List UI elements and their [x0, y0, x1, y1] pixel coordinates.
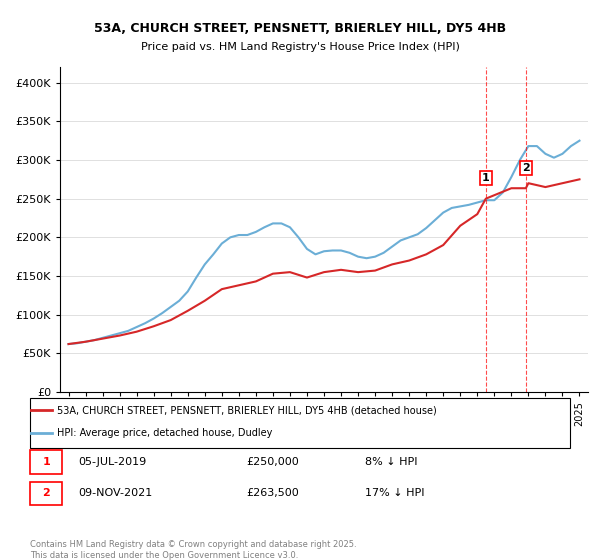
Text: 2: 2 [522, 163, 530, 173]
Text: 53A, CHURCH STREET, PENSNETT, BRIERLEY HILL, DY5 4HB: 53A, CHURCH STREET, PENSNETT, BRIERLEY H… [94, 22, 506, 35]
FancyBboxPatch shape [30, 482, 62, 505]
Text: Contains HM Land Registry data © Crown copyright and database right 2025.
This d: Contains HM Land Registry data © Crown c… [30, 540, 356, 560]
FancyBboxPatch shape [30, 450, 62, 474]
Text: £250,000: £250,000 [246, 457, 299, 467]
Text: Price paid vs. HM Land Registry's House Price Index (HPI): Price paid vs. HM Land Registry's House … [140, 42, 460, 52]
Text: 05-JUL-2019: 05-JUL-2019 [79, 457, 147, 467]
Text: 1: 1 [43, 457, 50, 467]
Text: HPI: Average price, detached house, Dudley: HPI: Average price, detached house, Dudl… [57, 428, 272, 438]
Text: 17% ↓ HPI: 17% ↓ HPI [365, 488, 424, 498]
Text: 09-NOV-2021: 09-NOV-2021 [79, 488, 153, 498]
Text: £263,500: £263,500 [246, 488, 299, 498]
Text: 8% ↓ HPI: 8% ↓ HPI [365, 457, 418, 467]
FancyBboxPatch shape [30, 398, 570, 448]
Text: 2: 2 [43, 488, 50, 498]
Text: 53A, CHURCH STREET, PENSNETT, BRIERLEY HILL, DY5 4HB (detached house): 53A, CHURCH STREET, PENSNETT, BRIERLEY H… [57, 405, 437, 415]
Text: 1: 1 [482, 173, 490, 183]
